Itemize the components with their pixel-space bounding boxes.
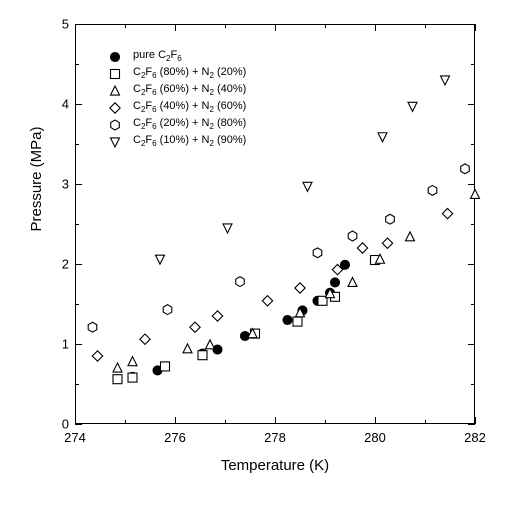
axis-tick [75, 424, 82, 425]
tick-label: 282 [464, 430, 486, 445]
x-axis-label: Temperature (K) [75, 457, 475, 474]
axis-tick [471, 224, 475, 225]
axis-tick [75, 344, 82, 345]
axis-tick [275, 417, 276, 424]
axis-tick [468, 344, 475, 345]
legend-label: C2F6 (10%) + N2 (90%) [133, 134, 246, 148]
axis-tick [75, 144, 79, 145]
axis-tick [175, 24, 176, 31]
axis-tick [225, 24, 226, 28]
axis-tick [471, 144, 475, 145]
tick-label: 1 [49, 337, 69, 352]
tick-label: 5 [49, 17, 69, 32]
axis-tick [325, 24, 326, 28]
legend-item: C2F6 (10%) + N2 (90%) [105, 133, 246, 150]
axis-tick [468, 424, 475, 425]
legend-marker-icon [105, 67, 125, 81]
legend-marker-icon [105, 101, 125, 115]
axis-tick [75, 24, 82, 25]
legend-marker-icon [105, 84, 125, 98]
axis-tick [175, 417, 176, 424]
axis-tick [75, 384, 79, 385]
tick-label: 2 [49, 257, 69, 272]
legend-label: pure C2F6 [133, 49, 182, 63]
legend-marker-icon [105, 118, 125, 132]
legend-item: C2F6 (60%) + N2 (40%) [105, 82, 246, 99]
legend-marker-icon [105, 50, 125, 64]
tick-label: 276 [164, 430, 186, 445]
axis-tick [468, 24, 475, 25]
axis-tick [471, 304, 475, 305]
legend-item: C2F6 (20%) + N2 (80%) [105, 116, 246, 133]
y-axis-label: Pressure (MPa) [28, 79, 45, 279]
axis-tick [125, 24, 126, 28]
axis-tick [75, 417, 76, 424]
axis-tick [275, 24, 276, 31]
tick-label: 4 [49, 97, 69, 112]
tick-label: 3 [49, 177, 69, 192]
axis-tick [425, 24, 426, 28]
tick-label: 0 [49, 417, 69, 432]
legend-item: C2F6 (80%) + N2 (20%) [105, 65, 246, 82]
axis-tick [468, 184, 475, 185]
axis-tick [468, 264, 475, 265]
axis-tick [475, 24, 476, 31]
axis-tick [325, 420, 326, 424]
axis-tick [468, 104, 475, 105]
axis-tick [75, 24, 76, 31]
legend-label: C2F6 (20%) + N2 (80%) [133, 117, 246, 131]
axis-tick [75, 304, 79, 305]
tick-label: 278 [264, 430, 286, 445]
legend-label: C2F6 (60%) + N2 (40%) [133, 83, 246, 97]
axis-tick [225, 420, 226, 424]
axis-tick [471, 384, 475, 385]
legend-item: C2F6 (40%) + N2 (60%) [105, 99, 246, 116]
axis-tick [75, 104, 82, 105]
axis-tick [75, 184, 82, 185]
legend-marker-icon [105, 135, 125, 149]
tick-label: 274 [64, 430, 86, 445]
axis-tick [125, 420, 126, 424]
legend-label: C2F6 (40%) + N2 (60%) [133, 100, 246, 114]
axis-tick [75, 264, 82, 265]
axis-tick [75, 224, 79, 225]
axis-tick [75, 64, 79, 65]
legend: pure C2F6 C2F6 (80%) + N2 (20%) C2F6 (60%)… [105, 48, 246, 150]
axis-tick [375, 24, 376, 31]
axis-tick [471, 64, 475, 65]
legend-item: pure C2F6 [105, 48, 246, 65]
tick-label: 280 [364, 430, 386, 445]
legend-label: C2F6 (80%) + N2 (20%) [133, 66, 246, 80]
axis-tick [475, 417, 476, 424]
axis-tick [375, 417, 376, 424]
axis-tick [425, 420, 426, 424]
